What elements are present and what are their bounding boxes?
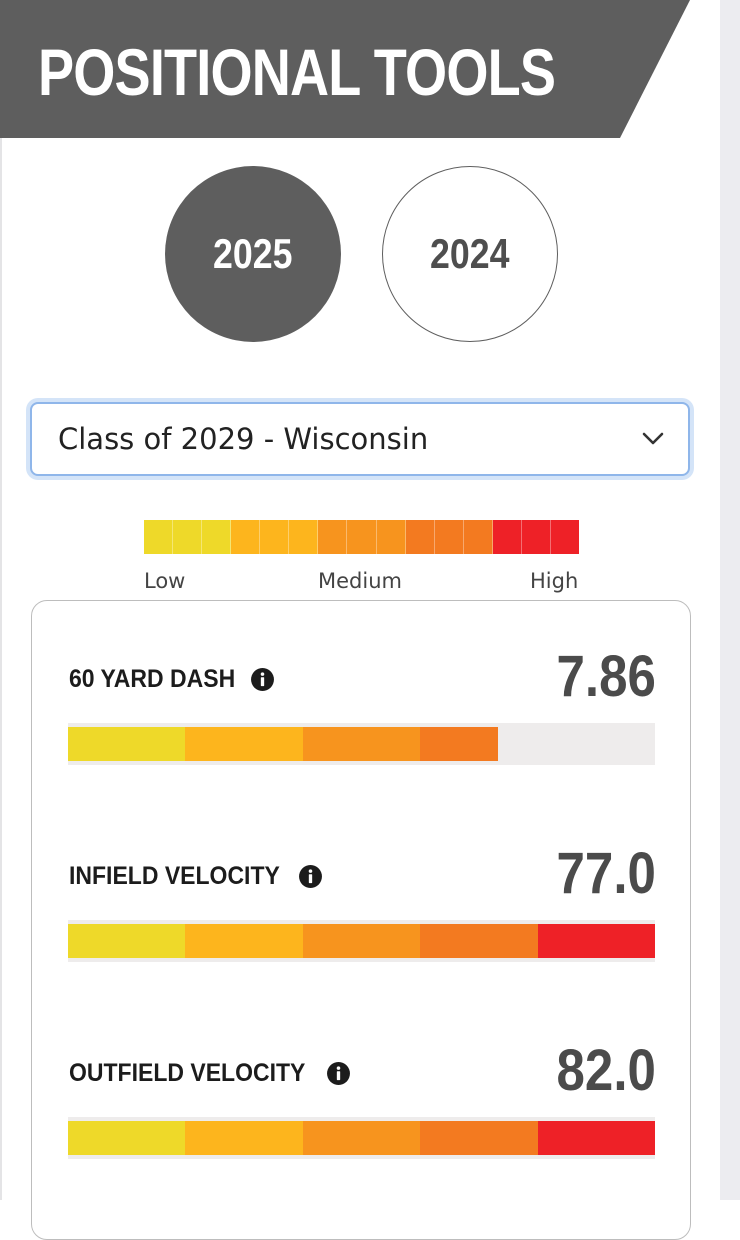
metric-value: 77.0 — [556, 841, 656, 906]
legend-segment — [347, 520, 377, 554]
header-banner — [0, 0, 690, 138]
legend-segment — [144, 520, 174, 554]
metric-level-segment — [537, 1121, 655, 1155]
class-select[interactable]: Class of 2029 - Wisconsin — [30, 402, 690, 476]
legend-segment — [434, 520, 464, 554]
info-icon[interactable] — [298, 864, 323, 889]
metric-level-segment — [185, 1121, 303, 1155]
metric-label-row: 60 YARD DASH — [69, 663, 275, 695]
metric-level-bar — [68, 920, 655, 962]
legend-color-scale — [144, 520, 579, 554]
metric-level-bar — [68, 1117, 655, 1159]
class-select-value: Class of 2029 - Wisconsin — [58, 422, 429, 456]
legend-segment — [492, 520, 522, 554]
metric-value: 7.86 — [556, 644, 656, 709]
legend-segment — [463, 520, 493, 554]
metric-label: 60 YARD DASH — [69, 665, 236, 693]
legend-segment — [289, 520, 319, 554]
metric-level-segment — [185, 924, 303, 958]
metric-infield-velocity: INFIELD VELOCITY 77.0 — [32, 798, 692, 962]
legend-segment — [521, 520, 551, 554]
metric-label-row: OUTFIELD VELOCITY — [69, 1057, 351, 1089]
year-tab-2025[interactable]: 2025 — [165, 166, 341, 342]
legend-segment — [405, 520, 435, 554]
metric-label: INFIELD VELOCITY — [69, 862, 280, 890]
metric-level-segment — [68, 727, 186, 761]
legend-label-high: High — [530, 569, 579, 593]
metric-level-segment — [302, 1121, 421, 1155]
metric-level-bar — [68, 723, 655, 765]
legend-segment — [231, 520, 261, 554]
page-title: POSITIONAL TOOLS — [38, 35, 556, 109]
metric-level-fill — [68, 1121, 655, 1155]
metric-label: OUTFIELD VELOCITY — [69, 1059, 306, 1087]
info-icon[interactable] — [326, 1061, 351, 1086]
legend-label-low: Low — [144, 569, 186, 593]
metrics-card: 60 YARD DASH 7.86 INFIELD VELOCITY 77.0 — [31, 600, 691, 1240]
panel-left-border — [0, 0, 2, 1200]
metric-level-segment — [420, 924, 538, 958]
metric-level-segment — [68, 924, 186, 958]
metric-60-yard-dash: 60 YARD DASH 7.86 — [32, 601, 692, 765]
metric-value: 82.0 — [556, 1038, 656, 1103]
metric-level-fill — [68, 924, 655, 958]
legend-segment — [260, 520, 290, 554]
chevron-down-icon — [642, 432, 664, 445]
metric-level-segment — [302, 727, 421, 761]
scroll-gutter — [720, 0, 740, 1200]
legend-segment — [173, 520, 203, 554]
year-tab-2024[interactable]: 2024 — [382, 166, 558, 342]
legend-segment — [550, 520, 579, 554]
year-tab-label: 2024 — [430, 230, 510, 277]
legend-segment — [318, 520, 348, 554]
metric-level-segment — [68, 1121, 186, 1155]
metric-outfield-velocity: OUTFIELD VELOCITY 82.0 — [32, 995, 692, 1159]
metric-level-segment — [420, 1121, 538, 1155]
year-tab-label: 2025 — [213, 230, 293, 277]
legend-label-medium: Medium — [318, 569, 402, 593]
metric-level-segment — [537, 924, 655, 958]
metric-level-segment — [420, 727, 498, 761]
legend-segment — [376, 520, 406, 554]
info-icon[interactable] — [250, 667, 275, 692]
legend-segment — [202, 520, 232, 554]
metric-level-segment — [185, 727, 303, 761]
metric-label-row: INFIELD VELOCITY — [69, 860, 323, 892]
metric-level-fill — [68, 727, 498, 761]
metric-level-segment — [302, 924, 421, 958]
